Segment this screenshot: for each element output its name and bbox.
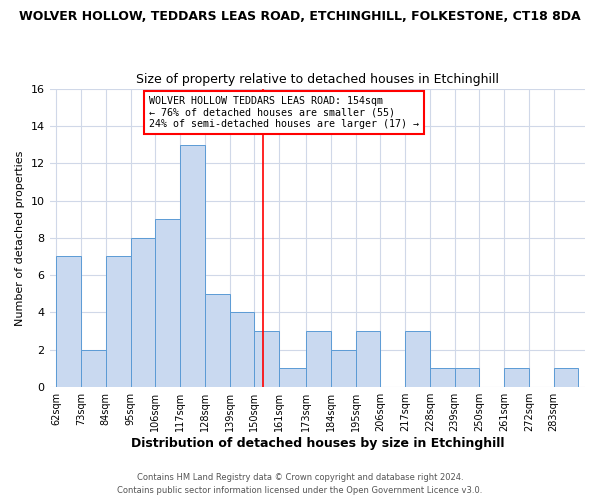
Bar xyxy=(430,368,455,387)
Bar xyxy=(554,368,578,387)
Bar xyxy=(331,350,356,387)
Bar xyxy=(279,368,306,387)
Text: WOLVER HOLLOW TEDDARS LEAS ROAD: 154sqm
← 76% of detached houses are smaller (55: WOLVER HOLLOW TEDDARS LEAS ROAD: 154sqm … xyxy=(149,96,419,129)
Bar xyxy=(180,144,205,387)
Bar xyxy=(504,368,529,387)
X-axis label: Distribution of detached houses by size in Etchinghill: Distribution of detached houses by size … xyxy=(131,437,504,450)
Bar xyxy=(155,219,180,387)
Bar xyxy=(254,331,279,387)
Bar xyxy=(405,331,430,387)
Bar xyxy=(106,256,131,387)
Bar xyxy=(455,368,479,387)
Text: Contains HM Land Registry data © Crown copyright and database right 2024.
Contai: Contains HM Land Registry data © Crown c… xyxy=(118,474,482,495)
Bar xyxy=(356,331,380,387)
Text: WOLVER HOLLOW, TEDDARS LEAS ROAD, ETCHINGHILL, FOLKESTONE, CT18 8DA: WOLVER HOLLOW, TEDDARS LEAS ROAD, ETCHIN… xyxy=(19,10,581,23)
Y-axis label: Number of detached properties: Number of detached properties xyxy=(15,150,25,326)
Title: Size of property relative to detached houses in Etchinghill: Size of property relative to detached ho… xyxy=(136,73,499,86)
Bar xyxy=(205,294,230,387)
Bar xyxy=(81,350,106,387)
Bar xyxy=(230,312,254,387)
Bar xyxy=(131,238,155,387)
Bar xyxy=(56,256,81,387)
Bar xyxy=(306,331,331,387)
